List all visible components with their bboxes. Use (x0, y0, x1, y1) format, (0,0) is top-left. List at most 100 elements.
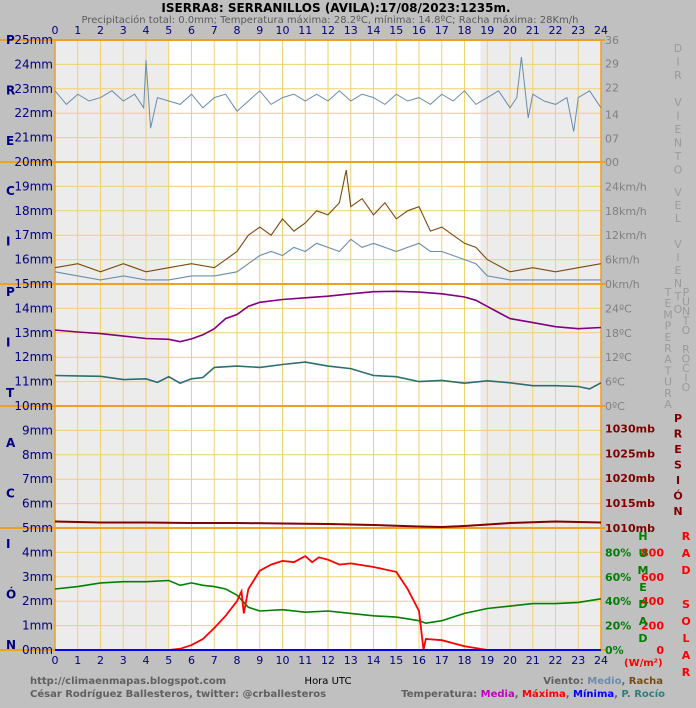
x-tick-top-11: 11 (298, 24, 312, 37)
label-presion-0: P (674, 412, 682, 425)
left-letter-1: R (6, 83, 15, 97)
left-axis-label-0: 0mm (22, 643, 53, 657)
x-tick-bottom-24: 24 (594, 654, 608, 667)
x-tick-bottom-7: 7 (211, 654, 218, 667)
x-tick-top-7: 7 (211, 24, 218, 37)
label-temperatura-9: R (664, 387, 672, 400)
label-dir-viento-1: I (676, 56, 679, 69)
wind-speed-tick-2: 12km/h (605, 229, 647, 242)
x-tick-bottom-0: 0 (52, 654, 59, 667)
label-dir-viento-5: I (676, 110, 679, 123)
label-punto-rocio-1: U (682, 296, 690, 309)
left-axis-label-2: 2mm (22, 594, 53, 608)
radiation-unit: (W/m²) (624, 658, 663, 669)
label-temperatura-6: A (664, 353, 672, 366)
wind-legend-sep: , (621, 676, 628, 687)
left-letter-4: I (6, 235, 10, 249)
temp-legend-sep3: , (614, 689, 621, 700)
wind-dir-tick-1: 29 (605, 58, 619, 71)
left-axis-label-18: 18mm (14, 204, 53, 218)
left-axis-label-11: 11mm (14, 375, 53, 389)
radiation-tick-2: 400 (641, 595, 664, 608)
label-rad-solar-8: R (682, 666, 691, 679)
x-tick-bottom-11: 11 (298, 654, 312, 667)
humidity-tick-0: 80% (605, 546, 631, 559)
label-dir-viento-2: R (674, 69, 682, 82)
wind-speed-tick-1: 18km/h (605, 205, 647, 218)
left-letter-0: P (6, 33, 15, 47)
temp-legend-maxima: Máxima (522, 688, 566, 700)
wind-legend-racha: Racha (629, 676, 663, 687)
humidity-tick-4: 0% (605, 644, 624, 657)
humidity-tick-2: 40% (605, 595, 631, 608)
label-temperatura-8: U (664, 376, 672, 389)
radiation-tick-1: 600 (641, 571, 664, 584)
chart-title: ISERRA8: SERRANILLOS (AVILA):17/08/2023:… (161, 1, 510, 15)
humidity-tick-3: 20% (605, 620, 631, 633)
label-dir-viento-0: D (674, 42, 682, 55)
label-temperatura-1: E (665, 297, 672, 310)
temp-tick-4: 0ºC (605, 400, 625, 413)
label-humedad-0: H (638, 530, 647, 543)
x-tick-bottom-6: 6 (188, 654, 195, 667)
wind-legend: Viento: Medio, Racha (543, 676, 663, 687)
label-vel-viento-4: V (674, 238, 682, 251)
label-temperatura-3: P (665, 320, 672, 333)
label-temperatura-7: T (664, 364, 672, 377)
label-temperatura-10: A (664, 398, 672, 411)
label-rad-solar-1: A (682, 547, 691, 560)
x-tick-bottom-10: 10 (276, 654, 290, 667)
x-tick-bottom-2: 2 (97, 654, 104, 667)
x-tick-top-13: 13 (344, 24, 358, 37)
label-dir-viento-7: N (674, 137, 682, 150)
x-tick-bottom-15: 15 (389, 654, 403, 667)
label-humedad-6: D (638, 632, 647, 645)
left-axis-label-20: 20mm (14, 155, 53, 169)
footer-url: http://climaenmapas.blogspot.com (30, 676, 226, 687)
label-humedad-3: E (639, 581, 647, 594)
left-axis-label-25: 25mm (14, 33, 53, 47)
radiation-series (55, 555, 601, 651)
label-vel-viento-1: E (675, 199, 682, 212)
left-letter-6: I (6, 335, 10, 349)
left-axis-label-15: 15mm (14, 277, 53, 291)
x-tick-bottom-12: 12 (321, 654, 335, 667)
radiation-tick-4: 0 (656, 644, 664, 657)
pressure-tick-0: 1030mb (605, 422, 655, 435)
label-presion-2: E (674, 443, 682, 456)
label-dir-viento-4: V (674, 96, 682, 109)
label-temperatura-0: T (664, 286, 672, 299)
wind-speed-tick-3: 6km/h (605, 254, 640, 267)
x-tick-top-0: 0 (52, 24, 59, 37)
x-tick-bottom-8: 8 (234, 654, 241, 667)
label-dir-viento-8: T (674, 150, 682, 163)
pressure-tick-1: 1025mb (605, 447, 655, 460)
left-axis-label-10: 10mm (14, 399, 53, 413)
x-tick-bottom-16: 16 (412, 654, 426, 667)
left-axis-label-23: 23mm (14, 82, 53, 96)
label-dir-viento-6: E (675, 123, 682, 136)
humidity-tick-1: 60% (605, 571, 631, 584)
label-punto-rocio-10: O (682, 381, 691, 394)
night-shade-0 (55, 40, 169, 650)
left-letter-10: I (6, 537, 10, 551)
label-vel-viento-7: N (674, 277, 682, 290)
wind-mean-series (54, 238, 601, 281)
label-presion-3: S (674, 459, 682, 472)
left-axis-label-24: 24mm (14, 57, 53, 71)
x-tick-bottom-13: 13 (344, 654, 358, 667)
left-axis-label-7: 7mm (22, 472, 53, 486)
label-presion-1: R (674, 428, 683, 441)
x-tick-bottom-1: 1 (74, 654, 81, 667)
left-axis-label-17: 17mm (14, 228, 53, 242)
x-tick-top-1: 1 (74, 24, 81, 37)
x-tick-bottom-19: 19 (480, 654, 494, 667)
label-rad-solar-2: D (681, 564, 690, 577)
label-punto-rocio-6: R (682, 343, 690, 356)
temp-legend-sep1: , (515, 689, 522, 700)
x-tick-top-4: 4 (143, 24, 150, 37)
temp-tick-3: 6ºC (605, 376, 625, 389)
temp-legend-sep2: , (566, 689, 573, 700)
